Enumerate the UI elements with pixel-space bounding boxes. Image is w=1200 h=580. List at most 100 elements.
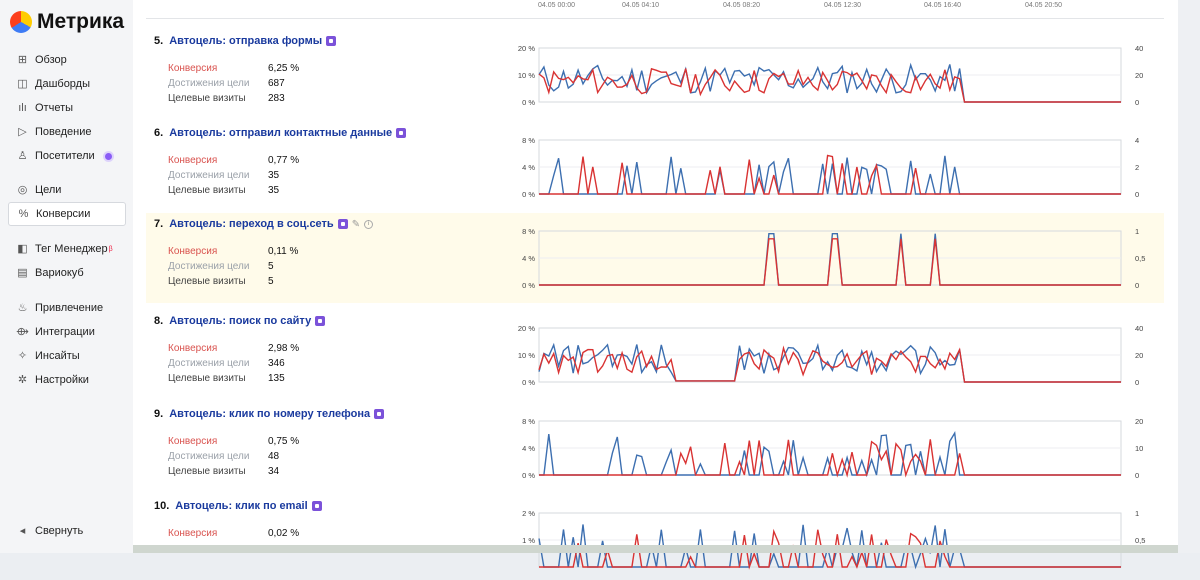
sidebar-item-label: Привлечение <box>35 302 104 314</box>
puzzle-icon: ⟴ <box>16 325 29 338</box>
y-tick-left: 1 % <box>522 536 535 545</box>
sidebar-item-behavior[interactable]: ▷ Поведение <box>8 121 126 143</box>
sidebar-item-tag-manager[interactable]: ◧ Тег Менеджер β <box>8 238 126 260</box>
metric-row-conversion: Конверсия 0,02 % <box>168 528 299 539</box>
time-tick: 04.05 16:40 <box>924 2 961 9</box>
goal-block: 7. Автоцель: переход в соц.сеть ✎ i Конверси… <box>146 213 1164 303</box>
sidebar-item-acquisition[interactable]: ♨ Привлечение <box>8 297 126 319</box>
metric-label: Целевые визиты <box>168 373 246 384</box>
sidebar-item-label: Вариокуб <box>35 267 84 279</box>
metric-row-reached: Достижения цели 5 <box>168 261 274 272</box>
goal-title-link[interactable]: 6. Автоцель: отправил контактные данные <box>154 127 407 139</box>
goal-chart: 20 % 10 % 0 % 40 20 0 <box>509 320 1149 395</box>
metric-label: Конверсия <box>168 155 218 166</box>
goal-chart-svg: 8 % 4 % 0 % 1 0,5 0 <box>522 227 1145 290</box>
time-tick: 04.05 08:20 <box>723 2 760 9</box>
metrika-logo-icon <box>10 11 32 33</box>
sidebar-item-reports[interactable]: ılı Отчеты <box>8 97 126 119</box>
conversion-series-line <box>539 238 1121 286</box>
right-gutter <box>1178 0 1200 553</box>
collapse-label: Свернуть <box>35 525 84 537</box>
info-icon[interactable]: i <box>364 219 374 229</box>
metric-value: 0,77 % <box>268 155 300 166</box>
sidebar-item-visitors[interactable]: ♙ Посетители <box>8 145 126 167</box>
goal-number: 6. <box>154 127 164 139</box>
goal-type-icon <box>315 316 326 326</box>
y-tick-right: 0 <box>1135 190 1139 199</box>
goal-title-link[interactable]: 10. Автоцель: клик по email <box>154 500 322 512</box>
sidebar-item-label: Дашборды <box>35 78 90 90</box>
y-tick-left: 8 % <box>522 417 535 426</box>
sidebar-item-label: Интеграции <box>35 326 95 338</box>
bar-chart-icon: ılı <box>18 101 27 114</box>
conversion-series-line <box>539 154 1121 195</box>
goal-title-link[interactable]: 7. Автоцель: переход в соц.сеть ✎ i <box>154 218 374 230</box>
goal-chart-svg: 20 % 10 % 0 % 40 20 0 <box>518 44 1143 107</box>
time-tick: 04.05 20:50 <box>1025 2 1062 9</box>
y-tick-left: 20 % <box>518 44 535 53</box>
metric-row-reached: Достижения цели 346 <box>168 358 285 369</box>
goal-type-icon <box>326 36 337 46</box>
metric-label: Целевые визиты <box>168 466 246 477</box>
sidebar-item-conversions[interactable]: % Конверсии <box>8 202 126 226</box>
sidebar-item-overview[interactable]: ⊞ Обзор <box>8 49 126 71</box>
goal-title: Автоцель: клик по email <box>175 500 308 512</box>
sidebar-item-variocube[interactable]: ▤ Вариокуб <box>8 262 126 284</box>
notification-dot <box>104 152 112 160</box>
divider <box>146 18 1164 19</box>
metric-value: 0,75 % <box>268 436 300 447</box>
sidebar-item-dashboards[interactable]: ◫ Дашборды <box>8 73 126 95</box>
goal-number: 9. <box>154 408 164 420</box>
metric-label: Целевые визиты <box>168 93 246 104</box>
edit-icon[interactable]: ✎ <box>351 218 361 230</box>
metric-value: 6,25 % <box>268 63 300 74</box>
y-tick-right: 2 <box>1135 163 1139 172</box>
y-tick-right: 0 <box>1135 98 1139 107</box>
metric-row-conversion: Конверсия 2,98 % <box>168 343 299 354</box>
y-tick-left: 4 % <box>522 444 535 453</box>
y-tick-left: 0 % <box>522 378 535 387</box>
goal-chart-svg: 20 % 10 % 0 % 40 20 0 <box>518 324 1143 387</box>
time-tick: 04.05 00:00 <box>538 2 575 9</box>
bottom-strip <box>133 545 1178 553</box>
goal-title: Автоцель: клик по номеру телефона <box>169 408 371 420</box>
flame-icon: ♨ <box>17 301 28 314</box>
dashboard-icon: ◫ <box>17 77 28 90</box>
goal-block: 9. Автоцель: клик по номеру телефона Конве… <box>146 403 1164 493</box>
metric-label: Достижения цели <box>168 358 250 369</box>
metric-row-conversion: Конверсия 6,25 % <box>168 63 299 74</box>
metric-label: Достижения цели <box>168 78 250 89</box>
sidebar-item-integrations[interactable]: ⟴ Интеграции <box>8 321 126 343</box>
y-tick-right: 20 <box>1135 417 1143 426</box>
goal-title-link[interactable]: 8. Автоцель: поиск по сайту <box>154 315 326 327</box>
metric-label: Конверсия <box>168 246 218 257</box>
goal-title-link[interactable]: 9. Автоцель: клик по номеру телефона <box>154 408 385 420</box>
cube-icon: ▤ <box>17 266 28 279</box>
goal-title-link[interactable]: 5. Автоцель: отправка формы <box>154 35 337 47</box>
goal-chart: 8 % 4 % 0 % 1 0,5 0 <box>509 223 1149 298</box>
y-tick-left: 10 % <box>518 71 535 80</box>
y-tick-right: 20 <box>1135 351 1143 360</box>
sidebar-item-settings[interactable]: ✲ Настройки <box>8 369 126 391</box>
sidebar-item-label: Обзор <box>35 54 67 66</box>
y-tick-right: 20 <box>1135 71 1143 80</box>
sidebar: Метрика ⊞ Обзор ◫ Дашборды ılı Отчеты ▷ Пове… <box>0 0 133 553</box>
conversion-series-line <box>538 67 1121 103</box>
visits-series-line <box>538 62 1121 103</box>
sidebar-item-goals[interactable]: ◎ Цели <box>8 179 126 201</box>
y-tick-right: 1 <box>1135 227 1139 236</box>
metric-value: 687 <box>268 78 285 89</box>
y-tick-right: 0 <box>1135 378 1139 387</box>
goal-chart: 8 % 4 % 0 % 4 2 0 <box>509 132 1149 207</box>
user-icon: ♙ <box>17 149 28 162</box>
metric-label: Достижения цели <box>168 451 250 462</box>
collapse-sidebar-button[interactable]: ◂ Свернуть <box>8 520 126 542</box>
metric-value: 0,02 % <box>268 528 300 539</box>
sidebar-item-insights[interactable]: ✧ Инсайты <box>8 345 126 367</box>
goal-number: 7. <box>154 218 164 230</box>
y-tick-left: 0 % <box>522 190 535 199</box>
y-tick-right: 0 <box>1135 471 1139 480</box>
metric-value: 0,11 % <box>268 246 299 257</box>
metrika-logo[interactable]: Метрика <box>10 10 124 34</box>
y-tick-right: 4 <box>1135 136 1139 145</box>
